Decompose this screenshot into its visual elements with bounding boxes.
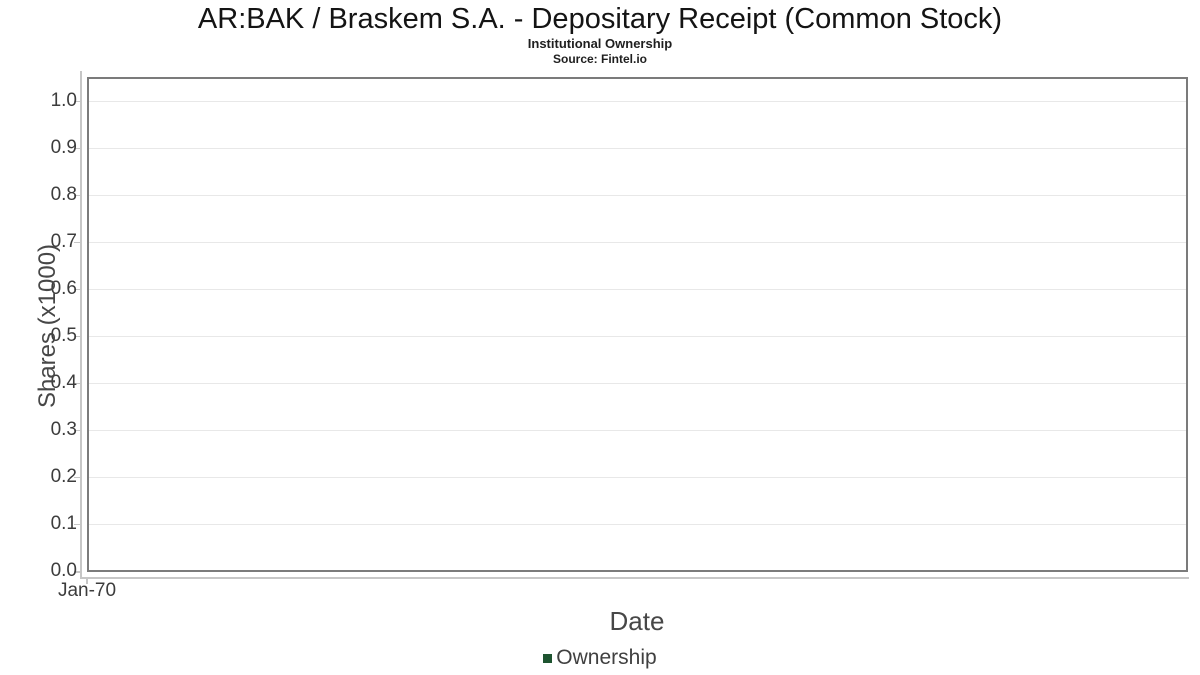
y-tick-mark <box>74 288 81 291</box>
y-tick-label: 0.9 <box>50 136 77 158</box>
y-tick-mark <box>74 241 81 244</box>
y-axis-title: Shares (x1000) <box>34 243 61 409</box>
y-tick-mark <box>74 100 81 102</box>
y-tick-label: 0.3 <box>50 418 77 440</box>
y-gridline <box>89 523 1186 526</box>
x-axis-line <box>80 577 1189 579</box>
y-tick-label: 0.2 <box>50 465 77 487</box>
y-tick-mark <box>74 147 81 150</box>
y-tick-label: 0.4 <box>50 371 77 393</box>
y-tick-label: 0.1 <box>50 512 77 534</box>
y-tick-mark <box>74 523 81 526</box>
chart-source-note: Source: Fintel.io <box>552 52 647 66</box>
y-axis-line <box>80 71 82 578</box>
y-tick-mark <box>74 335 81 338</box>
y-gridline <box>89 429 1186 432</box>
x-axis-title: Date <box>609 606 665 636</box>
x-tick-mark <box>86 578 88 584</box>
y-tick-label: 0.0 <box>50 560 77 581</box>
y-tick-label: 0.5 <box>50 324 77 346</box>
y-tick-label: 0.8 <box>50 183 77 205</box>
legend-item-ownership[interactable]: Ownership <box>543 646 657 670</box>
chart-title: AR:BAK / Braskem S.A. - Depositary Recei… <box>197 3 1003 35</box>
y-tick-mark <box>74 382 81 385</box>
y-gridline <box>89 194 1186 197</box>
y-gridline <box>89 335 1186 338</box>
y-gridline <box>89 476 1186 479</box>
legend-label: Ownership <box>556 646 657 669</box>
y-tick-mark <box>74 476 81 479</box>
y-gridline <box>89 288 1186 291</box>
chart-subtitle: Institutional Ownership <box>527 36 673 51</box>
y-tick-mark <box>74 429 81 432</box>
legend: Ownership <box>0 644 1200 672</box>
y-gridline <box>89 241 1186 244</box>
legend-swatch-icon <box>543 653 553 663</box>
y-tick-mark <box>74 194 81 197</box>
y-tick-label: 1.0 <box>50 89 77 111</box>
y-gridline <box>89 100 1186 102</box>
y-gridline <box>89 382 1186 385</box>
plot-area <box>87 77 1188 572</box>
x-tick-label: Jan-70 <box>57 580 117 601</box>
y-tick-mark <box>74 571 81 573</box>
y-tick-label: 0.7 <box>50 230 77 252</box>
y-gridline <box>89 147 1186 150</box>
y-tick-label: 0.6 <box>50 277 77 299</box>
